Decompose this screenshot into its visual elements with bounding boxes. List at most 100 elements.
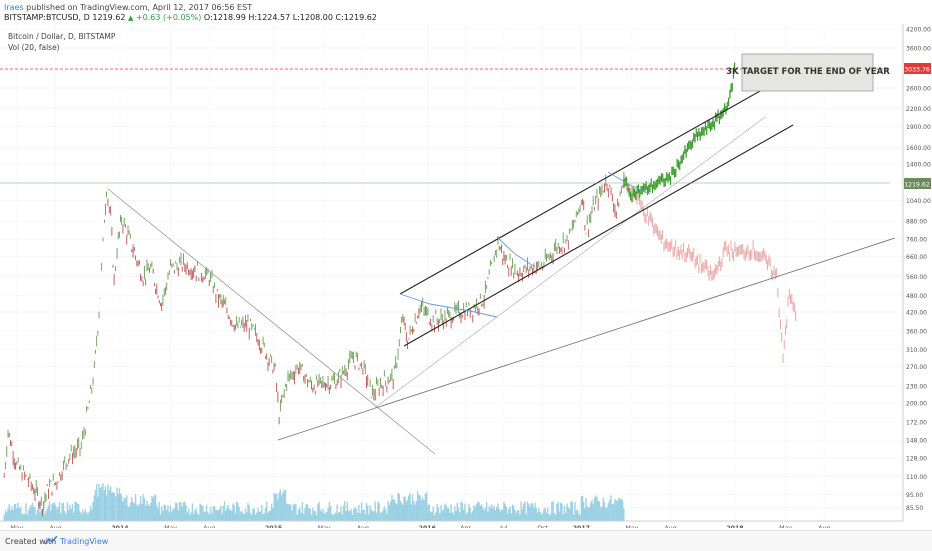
volume-bar <box>354 507 356 521</box>
volume-bar <box>215 509 217 521</box>
price-tick-label: 420.00 <box>906 310 927 317</box>
volume-bar <box>142 494 144 521</box>
volume-bar <box>506 513 509 521</box>
volume-bar <box>391 495 393 521</box>
volume-bar <box>228 509 231 521</box>
volume-bar <box>110 486 112 521</box>
volume-bar <box>565 512 567 521</box>
volume-bar <box>244 508 247 521</box>
volume-bar <box>78 504 80 521</box>
volume-bar <box>370 509 373 521</box>
volume-bar <box>152 498 154 521</box>
ohlc-readout: BITSTAMP:BTCUSD, D 1219.62 ▲ +0.63 (+0.0… <box>4 13 377 22</box>
price-tick-label: 760.00 <box>906 237 927 244</box>
volume-bar <box>26 514 29 521</box>
volume-bar <box>168 512 170 521</box>
time-tick-label: 2017 <box>573 525 590 528</box>
price-series <box>3 171 625 517</box>
volume-bar <box>156 504 158 521</box>
volume-bar <box>386 514 388 521</box>
volume-bar <box>21 513 23 521</box>
volume-bar <box>141 503 143 521</box>
volume-legend: Vol (20, false) <box>8 43 60 52</box>
volume-bar <box>93 495 96 521</box>
last-price: 1219.62 <box>92 13 126 22</box>
pattern-line-2[interactable] <box>496 236 536 268</box>
volume-bar <box>129 502 132 521</box>
target-annotation[interactable]: 3K TARGET FOR THE END OF YEAR <box>726 53 890 92</box>
volume-bar <box>111 492 113 521</box>
annotation-box[interactable] <box>741 53 874 92</box>
volume-bar <box>428 504 430 521</box>
volume-bar <box>403 496 405 521</box>
volume-bar <box>473 505 475 521</box>
price-chart[interactable]: 3K TARGET FOR THE END OF YEAR Bitcoin / … <box>0 24 932 532</box>
volume-bar <box>400 502 403 521</box>
volume-bar <box>80 513 82 521</box>
volume-bar <box>261 505 263 521</box>
volume-bar <box>52 502 54 521</box>
volume-bar <box>522 503 525 521</box>
volume-bar <box>75 501 77 521</box>
volume-bar <box>492 508 494 521</box>
volume-bar <box>551 502 553 521</box>
volume-bar <box>344 501 346 521</box>
volume-bar <box>95 483 98 521</box>
volume-bar <box>618 497 620 521</box>
volume-bar <box>571 501 574 521</box>
channel-lower-line[interactable] <box>403 124 794 347</box>
descending-trendline[interactable] <box>107 188 436 455</box>
volume-bar <box>190 512 192 521</box>
pattern-line-1[interactable] <box>399 293 498 318</box>
volume-bar <box>162 511 164 521</box>
author-link[interactable]: Iraes <box>4 3 24 12</box>
volume-bar <box>243 514 245 521</box>
volume-bar <box>137 505 139 521</box>
price-axis[interactable]: 4200.003600.003000.002600.002200.001900.… <box>906 27 931 513</box>
series-legend: Bitcoin / Dollar, D, BITSTAMP <box>8 32 116 41</box>
channel-upper-line[interactable] <box>399 85 770 295</box>
volume-bar <box>208 514 210 521</box>
volume-bar <box>423 500 425 521</box>
volume-bar <box>54 504 57 521</box>
volume-bar <box>127 505 129 521</box>
volume-bar <box>358 504 360 521</box>
volume-bar <box>592 504 594 521</box>
volume-bar <box>266 501 268 521</box>
volume-bar <box>327 507 329 521</box>
volume-bar <box>579 514 581 521</box>
volume-bar <box>520 501 522 521</box>
price-tick-label: 1040.00 <box>906 198 931 205</box>
volume-bar <box>198 514 200 521</box>
volume-bar <box>23 513 26 521</box>
target-price-label: 3033.76 <box>904 67 930 74</box>
long-support-trendline[interactable] <box>277 237 896 441</box>
volume-bar <box>189 514 191 521</box>
volume-bar <box>44 514 46 521</box>
volume-bar <box>274 494 277 521</box>
price-tick-label: 148.00 <box>906 438 927 445</box>
volume-bar <box>67 509 70 521</box>
volume-bar <box>275 493 278 521</box>
volume-bar <box>591 500 593 521</box>
volume-bar <box>425 492 428 521</box>
inner-support-line[interactable] <box>371 116 766 411</box>
volume-bar <box>99 487 101 521</box>
volume-bar <box>235 501 238 521</box>
volume-bar <box>363 509 365 521</box>
drawn-trendlines <box>0 68 896 455</box>
volume-bar <box>232 503 234 521</box>
tradingview-brand-link[interactable]: TradingView <box>60 537 109 546</box>
chart-area[interactable]: 3K TARGET FOR THE END OF YEAR Bitcoin / … <box>0 24 932 532</box>
volume-bar <box>444 503 446 521</box>
volume-bar <box>195 508 197 521</box>
volume-bar <box>304 508 306 521</box>
volume-bar <box>433 514 436 521</box>
chart-background <box>0 24 932 528</box>
volume-bar <box>60 513 62 521</box>
volume-bar <box>246 512 248 521</box>
volume-bar <box>359 513 361 521</box>
volume-bar <box>133 503 136 521</box>
pattern-line-3[interactable] <box>607 171 651 195</box>
volume-bar <box>409 493 411 521</box>
